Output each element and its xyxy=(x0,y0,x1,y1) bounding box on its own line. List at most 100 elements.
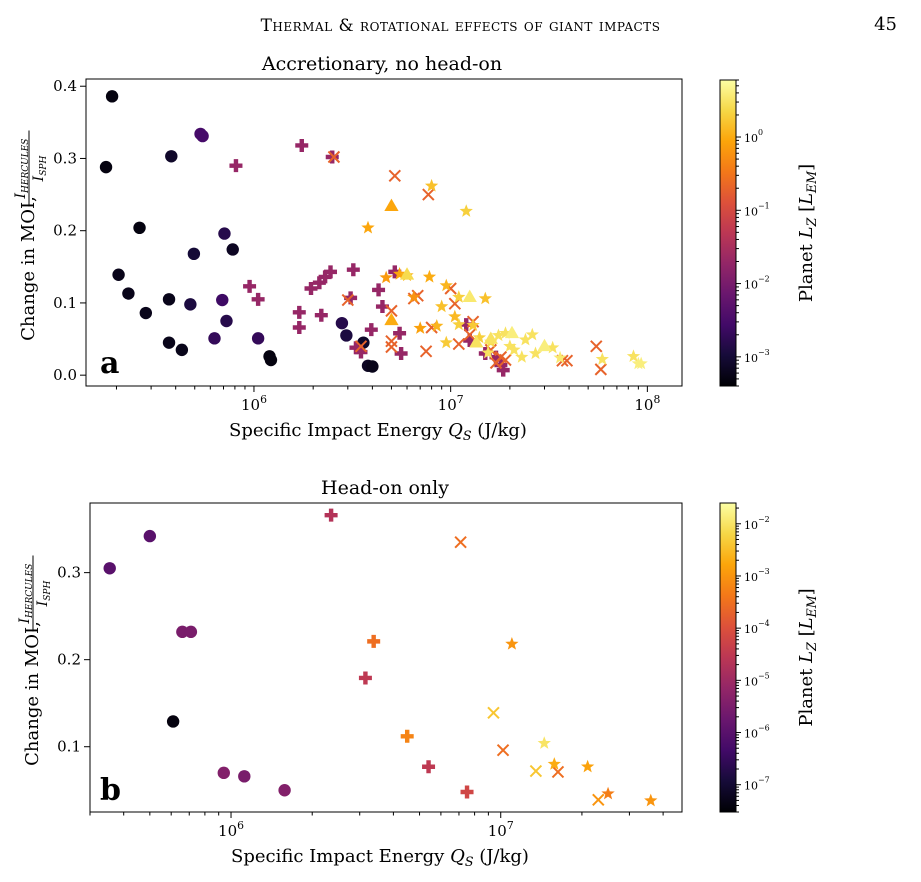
point-star xyxy=(439,335,453,349)
point-plus xyxy=(314,308,328,322)
point-x xyxy=(388,169,402,183)
point-x xyxy=(551,765,565,779)
point-star xyxy=(407,290,421,303)
colorbar xyxy=(719,502,737,813)
point-circle xyxy=(226,243,239,256)
point-star xyxy=(481,345,495,359)
y-tick-label: 0.2 xyxy=(53,222,77,240)
point-x xyxy=(454,535,467,549)
point-x xyxy=(499,353,512,367)
point-star xyxy=(546,340,560,354)
panel-label: a xyxy=(100,346,119,381)
point-star xyxy=(379,270,393,284)
svg-text:Change in MOI,: Change in MOI, xyxy=(18,196,39,341)
point-plus xyxy=(324,265,338,279)
point-x xyxy=(592,793,605,807)
colorbar-tick-label: 10−7 xyxy=(744,776,770,793)
data-points xyxy=(99,90,648,377)
point-star xyxy=(518,332,533,346)
point-triangle xyxy=(399,267,415,280)
point-star xyxy=(478,291,492,305)
panel-label: b xyxy=(100,773,121,808)
point-plus xyxy=(324,508,338,522)
point-plus xyxy=(375,300,389,314)
point-circle xyxy=(251,332,265,345)
y-tick-label: 0.4 xyxy=(53,77,77,95)
point-plus xyxy=(422,760,436,774)
point-star xyxy=(505,637,519,650)
y-label-numerator: IHERCULES xyxy=(17,564,35,625)
colorbar-tick-label: 10−3 xyxy=(744,567,770,584)
point-x xyxy=(594,363,608,376)
point-plus xyxy=(243,279,257,293)
point-star xyxy=(547,757,561,770)
point-x xyxy=(422,188,435,201)
x-axis-label: Specific Impact Energy QS (J/kg) xyxy=(231,846,529,869)
point-star xyxy=(452,290,466,303)
point-star xyxy=(459,204,473,217)
point-plus xyxy=(394,346,408,360)
point-star xyxy=(498,326,513,339)
point-plus xyxy=(354,345,368,359)
panel-a-title: Accretionary, no head-on xyxy=(261,53,502,75)
point-circle xyxy=(208,332,221,345)
point-plus xyxy=(312,276,326,290)
point-x xyxy=(327,150,341,164)
colorbar-tick-label: 10−5 xyxy=(744,671,770,688)
y-label-denominator: ISPH xyxy=(35,581,53,608)
point-star xyxy=(435,299,449,313)
point-circle xyxy=(220,314,233,328)
point-star xyxy=(448,309,462,323)
point-star xyxy=(580,759,595,773)
point-plus xyxy=(489,350,503,364)
point-circle xyxy=(340,329,353,342)
point-star xyxy=(525,327,539,341)
point-circle xyxy=(165,150,178,163)
point-plus xyxy=(459,318,473,332)
point-star xyxy=(361,220,375,234)
point-plus xyxy=(349,341,363,355)
point-star xyxy=(601,786,615,800)
point-circle xyxy=(162,293,176,306)
point-x xyxy=(496,743,510,757)
point-circle xyxy=(176,625,189,639)
point-x xyxy=(341,293,355,307)
point-circle xyxy=(162,336,176,349)
point-plus xyxy=(463,333,477,347)
point-x xyxy=(354,340,368,353)
y-tick-label: 0.3 xyxy=(57,564,81,582)
y-tick-label: 0.3 xyxy=(53,149,77,167)
point-star xyxy=(472,330,487,344)
plot-area-frame xyxy=(85,78,683,387)
point-circle xyxy=(184,625,198,639)
point-plus xyxy=(318,270,332,284)
point-circle xyxy=(238,770,251,783)
colorbar-label: Planet LZ [LEM] xyxy=(796,588,819,726)
colorbar-tick-label: 10−2 xyxy=(744,275,770,292)
point-star xyxy=(392,267,407,280)
y-label-denominator: ISPH xyxy=(31,156,49,183)
point-circle xyxy=(278,784,291,797)
point-star xyxy=(424,178,439,192)
y-label-numerator: IHERCULES xyxy=(13,139,31,200)
x-tick-label: 107 xyxy=(438,393,464,414)
point-circle xyxy=(122,287,135,300)
point-star xyxy=(528,346,543,360)
page-number: 45 xyxy=(874,14,897,35)
point-plus xyxy=(229,159,243,173)
running-title: Thermal & rotational effects of giant im… xyxy=(260,16,661,36)
point-triangle xyxy=(469,335,484,348)
point-circle xyxy=(218,227,231,240)
point-plus xyxy=(393,326,407,340)
point-star xyxy=(537,736,551,749)
panel-b-title: Head-on only xyxy=(321,477,449,499)
point-plus xyxy=(358,671,372,685)
point-triangle xyxy=(384,312,399,326)
point-x xyxy=(419,345,433,358)
point-plus xyxy=(460,785,474,799)
point-circle xyxy=(105,90,119,103)
page-header: Thermal & rotational effects of giant im… xyxy=(0,0,921,40)
point-x xyxy=(385,335,398,348)
colorbar-tick-label: 100 xyxy=(744,128,763,145)
